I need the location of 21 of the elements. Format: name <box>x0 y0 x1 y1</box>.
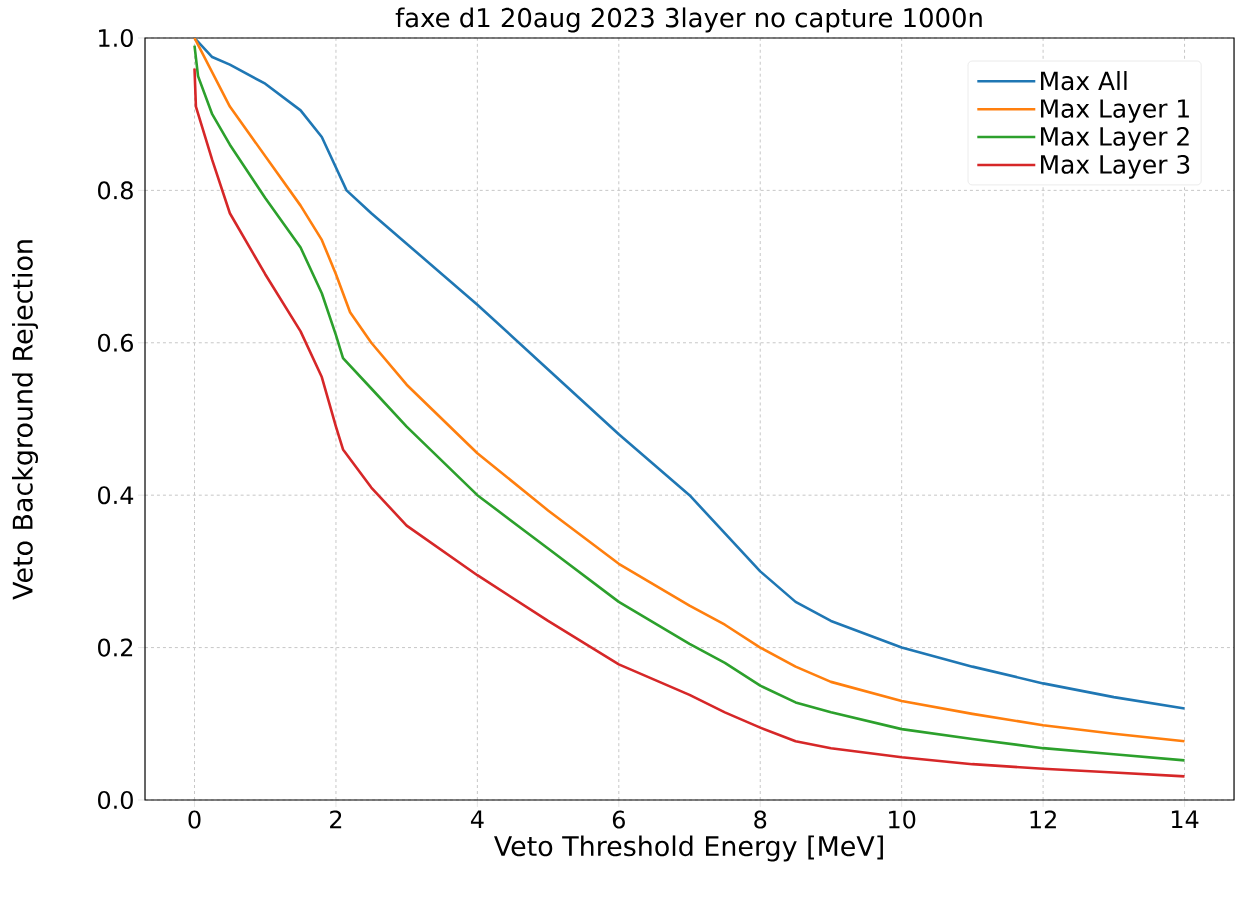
y-tick-label: 0.4 <box>98 486 134 505</box>
legend-label: Max All <box>1041 71 1127 91</box>
y-tick-label: 0.2 <box>98 638 133 657</box>
x-tick-label: 6 <box>612 810 625 829</box>
legend-label: Max Layer 1 <box>1041 99 1189 123</box>
y-tick-label: 1.0 <box>99 28 133 48</box>
y-tick-label: 0.6 <box>98 333 133 352</box>
x-tick-label: 8 <box>754 810 767 829</box>
legend-label: Max Layer 3 <box>1041 154 1190 179</box>
x-tick-label: 14 <box>1171 810 1199 828</box>
x-tick-label: 2 <box>330 810 342 829</box>
x-tick-label: 4 <box>470 810 484 828</box>
chart-title: faxe d1 20aug 2023 3layer no capture 1000n <box>395 7 982 33</box>
x-axis-title: Veto Threshold Energy [MeV] <box>494 835 883 862</box>
y-axis-title: Veto Background Rejection <box>12 240 39 600</box>
y-tick-label: 0.8 <box>98 181 133 200</box>
x-tick-label: 12 <box>1030 810 1056 829</box>
legend-label: Max Layer 2 <box>1041 127 1189 151</box>
y-tick-label: 0.0 <box>98 790 133 810</box>
x-tick-label: 0 <box>188 810 201 829</box>
x-tick-label: 10 <box>889 810 916 829</box>
